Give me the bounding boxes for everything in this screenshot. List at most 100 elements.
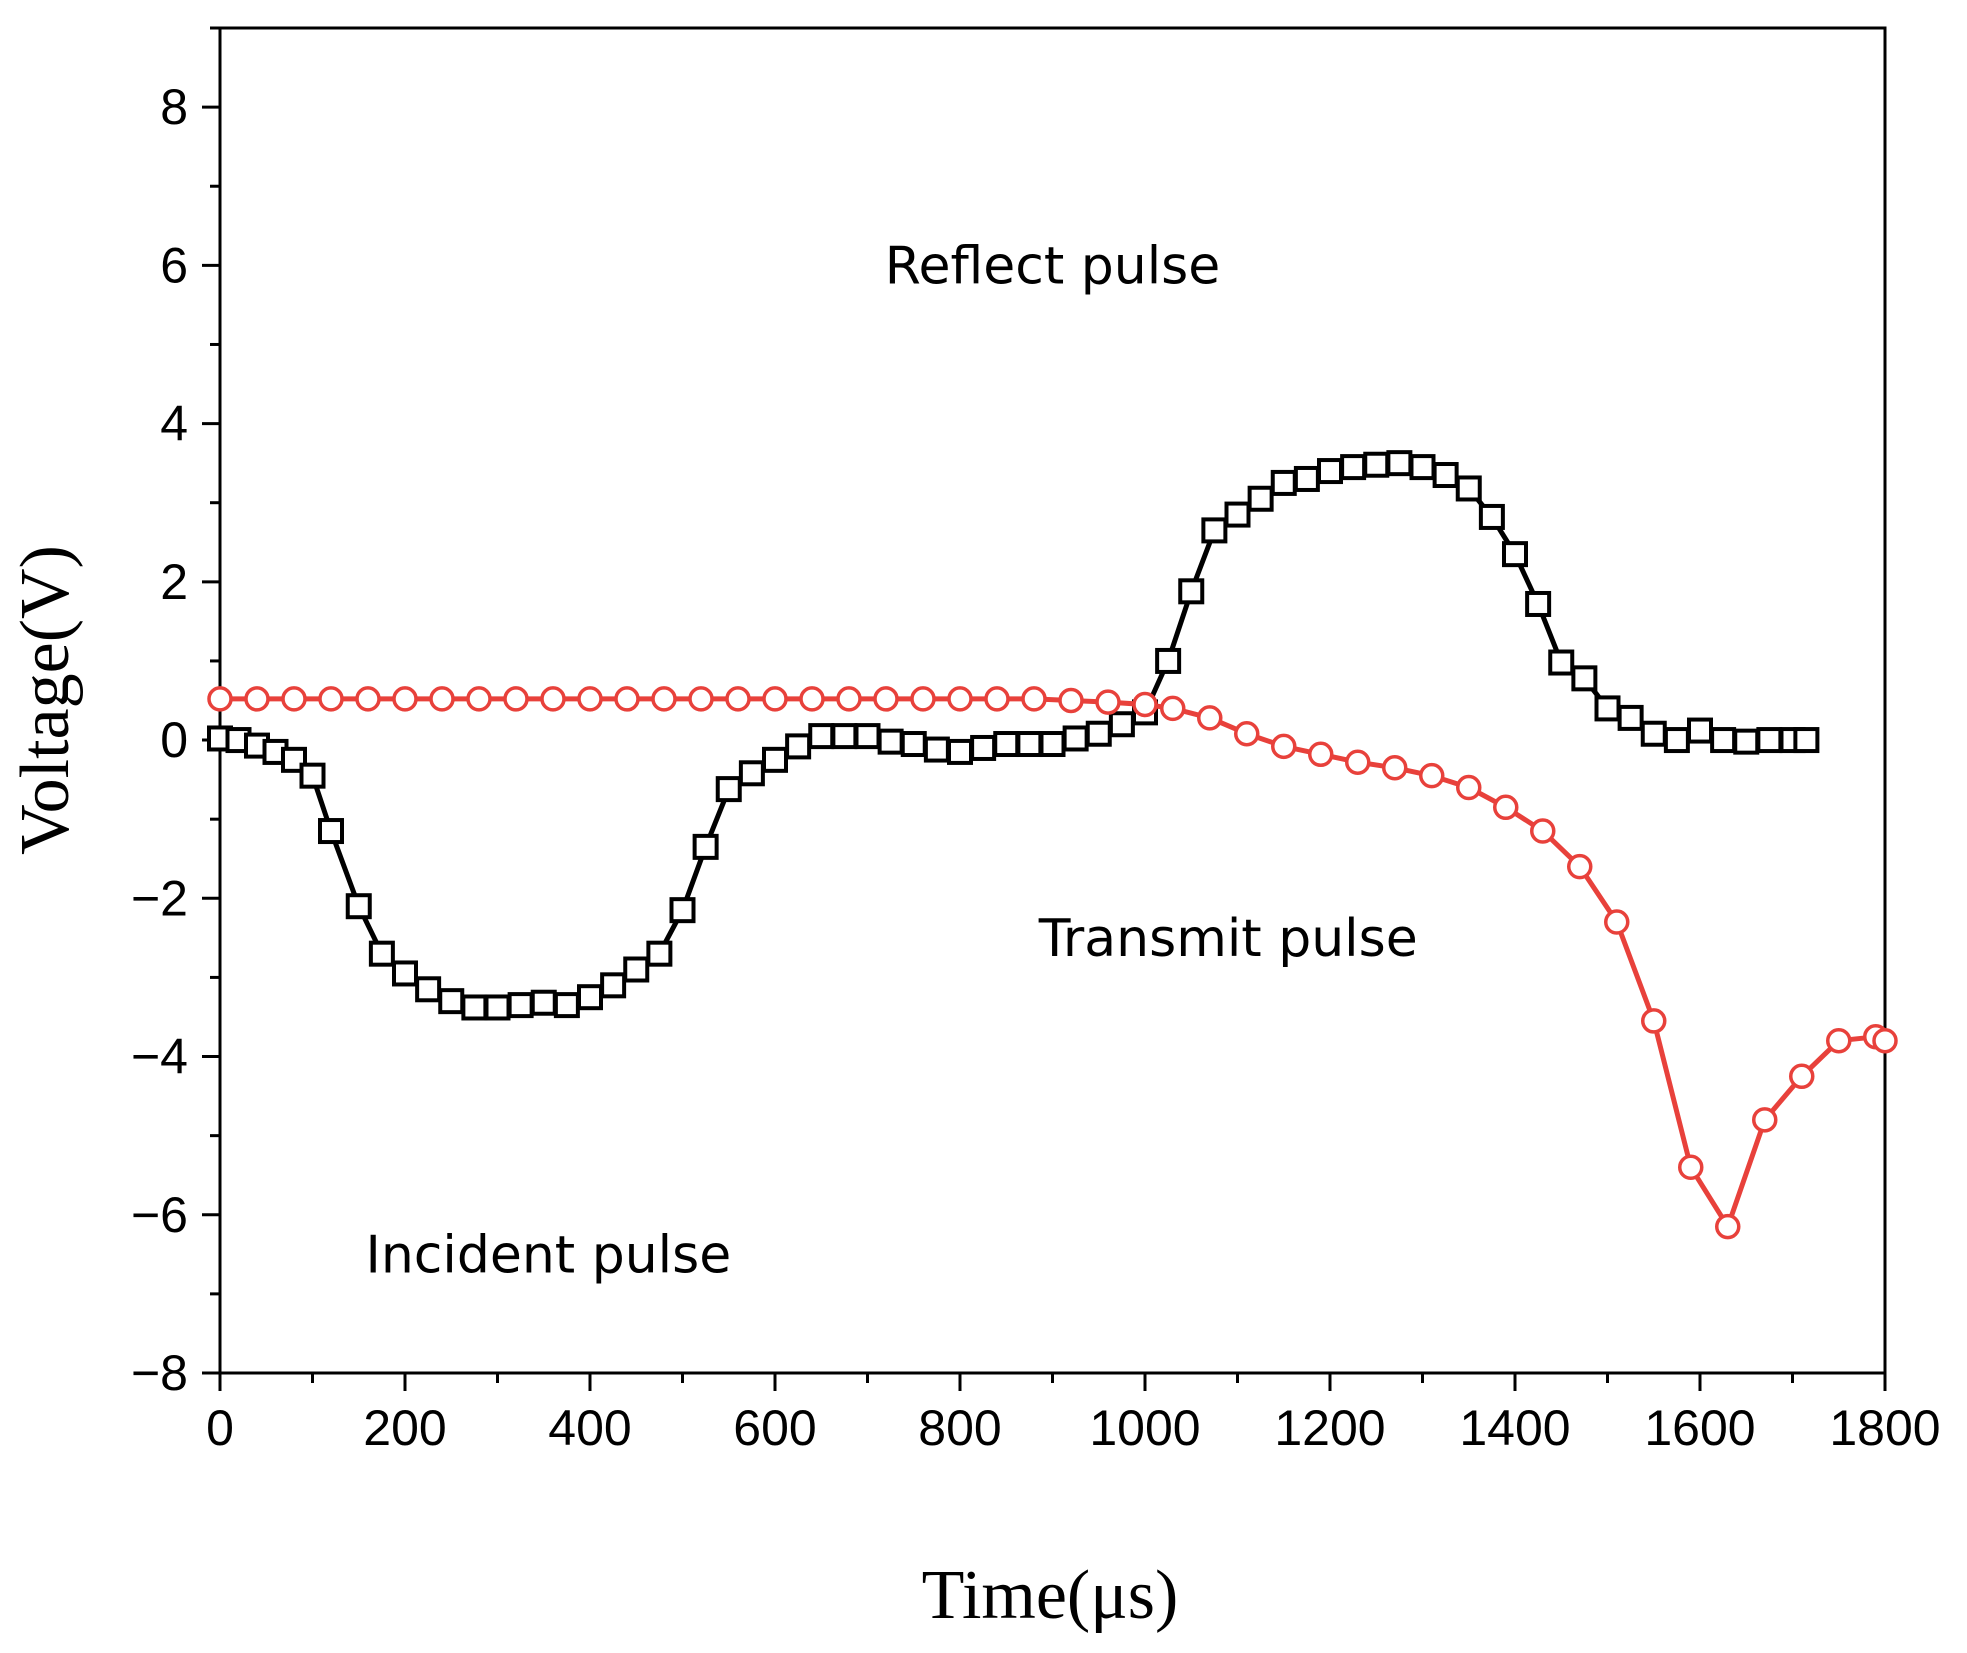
data-point-square — [461, 994, 488, 1021]
data-point-square — [1502, 541, 1528, 568]
x-tick-label: 0 — [206, 1400, 234, 1456]
data-point-square — [1224, 501, 1251, 528]
data-point-circle — [614, 686, 640, 712]
data-point-circle — [281, 686, 307, 712]
data-point-square — [1756, 727, 1783, 754]
data-point-circle — [577, 686, 603, 712]
data-point-square — [900, 731, 927, 758]
data-point-circle — [1456, 774, 1482, 801]
series-layer — [207, 450, 1898, 1240]
data-point-square — [600, 972, 627, 999]
y-tick-label: 2 — [160, 554, 188, 610]
data-point-circle — [984, 686, 1010, 712]
data-point-square — [1108, 711, 1135, 738]
data-point-square — [1155, 647, 1182, 674]
data-point-circle — [947, 686, 973, 712]
data-point-circle — [1530, 818, 1556, 844]
annotation-incident-pulse: Incident pulse — [366, 1225, 732, 1285]
data-point-circle — [1271, 733, 1297, 760]
data-point-circle — [1021, 686, 1047, 712]
x-tick-label: 200 — [363, 1400, 446, 1456]
x-tick-label: 1600 — [1644, 1400, 1755, 1456]
data-point-square — [923, 736, 950, 763]
data-point-square — [1663, 727, 1690, 754]
data-point-square — [345, 893, 372, 920]
data-point-square — [415, 976, 442, 1003]
data-point-square — [1039, 731, 1066, 758]
data-point-square — [1062, 725, 1089, 752]
data-point-square — [1016, 731, 1043, 758]
data-point-square — [1247, 485, 1274, 512]
data-point-square — [1455, 475, 1482, 502]
data-point-circle — [207, 686, 233, 712]
data-point-circle — [725, 686, 751, 712]
data-point-circle — [1789, 1063, 1815, 1090]
data-point-circle — [1058, 687, 1084, 714]
data-point-square — [1085, 720, 1112, 747]
data-point-circle — [1678, 1154, 1704, 1181]
y-axis-ticks: −8 −6 −4 −2 0 2 4 6 8 — [131, 26, 220, 1401]
data-point-square — [1640, 720, 1667, 747]
x-tick-label: 1400 — [1459, 1400, 1570, 1456]
data-point-square — [877, 728, 904, 755]
data-point-circle — [355, 686, 381, 712]
data-point-circle — [1715, 1213, 1741, 1240]
data-point-circle — [836, 686, 862, 712]
data-point-square — [1363, 451, 1390, 478]
data-point-square — [1386, 450, 1413, 477]
data-point-circle — [540, 686, 566, 712]
data-point-circle — [1132, 691, 1158, 718]
data-point-circle — [910, 686, 936, 712]
x-tick-label: 1200 — [1274, 1400, 1385, 1456]
data-point-square — [1793, 727, 1820, 754]
data-point-square — [1571, 665, 1598, 692]
data-point-square — [318, 818, 344, 845]
data-point-square — [1432, 462, 1459, 489]
x-axis-title: Time(μs) — [922, 1557, 1179, 1634]
data-point-circle — [244, 686, 270, 712]
y-axis-title: Voltage(V) — [7, 545, 84, 855]
annotation-reflect-pulse: Reflect pulse — [885, 236, 1221, 296]
data-point-square — [368, 940, 395, 967]
x-tick-label: 800 — [918, 1400, 1001, 1456]
data-point-square — [438, 988, 465, 1015]
annotation-transmit-pulse: Transmit pulse — [1038, 909, 1418, 969]
data-point-square — [970, 734, 997, 761]
data-point-circle — [873, 686, 899, 712]
data-point-circle — [503, 686, 529, 712]
data-point-square — [1409, 454, 1436, 481]
data-point-square — [831, 723, 858, 750]
data-point-circle — [1641, 1008, 1667, 1034]
data-point-circle — [1826, 1027, 1852, 1054]
data-point-square — [646, 940, 673, 967]
x-tick-label: 1800 — [1829, 1400, 1940, 1456]
data-point-circle — [1752, 1107, 1778, 1133]
data-point-circle — [1308, 741, 1334, 768]
y-tick-label: −2 — [131, 870, 188, 926]
data-point-square — [299, 762, 326, 789]
data-point-square — [1178, 578, 1205, 605]
data-point-square — [1733, 728, 1760, 755]
data-point-circle — [466, 686, 492, 712]
data-point-circle — [762, 686, 788, 712]
data-point-square — [993, 731, 1020, 758]
data-point-square — [1340, 454, 1367, 481]
data-point-circle — [1419, 762, 1445, 789]
y-tick-label: −6 — [131, 1187, 188, 1243]
data-point-square — [1525, 590, 1552, 617]
data-point-square — [1478, 503, 1505, 530]
data-point-circle — [1493, 794, 1519, 821]
data-point-square — [808, 723, 835, 750]
data-point-square — [392, 960, 418, 987]
series-incident-reflect-pulse — [207, 450, 1820, 1021]
data-point-circle — [799, 686, 825, 712]
data-point-square — [669, 897, 696, 924]
x-tick-label: 400 — [548, 1400, 631, 1456]
data-point-square — [1594, 695, 1621, 722]
data-point-square — [854, 723, 881, 750]
data-point-square — [692, 833, 719, 860]
data-point-circle — [1567, 853, 1593, 880]
data-point-circle — [1604, 909, 1630, 935]
y-tick-label: −4 — [131, 1029, 188, 1085]
